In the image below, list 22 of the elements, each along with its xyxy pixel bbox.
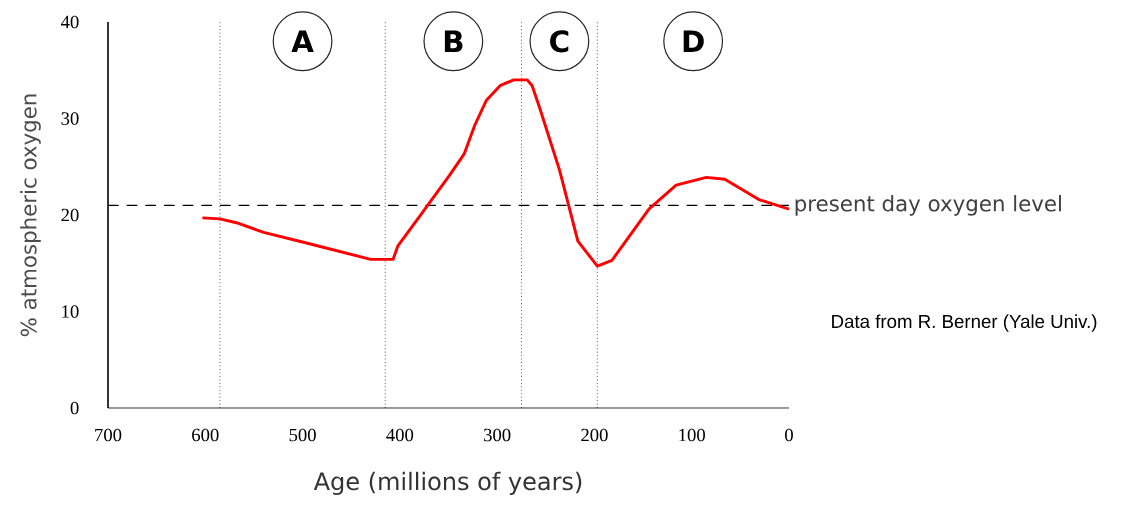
x-tick-label: 700 <box>95 428 122 442</box>
x-tick-label: 600 <box>192 428 219 442</box>
line-series <box>200 78 791 268</box>
y-tick-label: 30 <box>61 112 79 125</box>
y-tick-label: 10 <box>62 305 79 318</box>
annotation: C <box>550 30 569 53</box>
y-tick-label: 40 <box>60 15 79 29</box>
y-tick-label: 20 <box>61 208 79 222</box>
x-tick-label: 0 <box>785 428 793 442</box>
y-axis-title: % atmospheric oxygen <box>20 94 41 337</box>
x-tick-label: 300 <box>484 428 511 442</box>
text: Data from R. Berner (Yale Univ.) <box>832 314 1097 332</box>
x-tick-label: 500 <box>289 428 316 442</box>
annotation: A <box>291 30 314 52</box>
y-tick-label: 0 <box>70 401 79 415</box>
x-tick-label: 400 <box>386 428 414 442</box>
ref-line-label: present day oxygen level <box>795 195 1061 216</box>
annotation: B <box>444 30 463 52</box>
annotation: D <box>683 30 704 52</box>
x-tick-label: 200 <box>581 428 608 442</box>
x-tick-label: 100 <box>679 428 705 442</box>
x-axis-title: Age (millions of years) <box>313 471 582 496</box>
